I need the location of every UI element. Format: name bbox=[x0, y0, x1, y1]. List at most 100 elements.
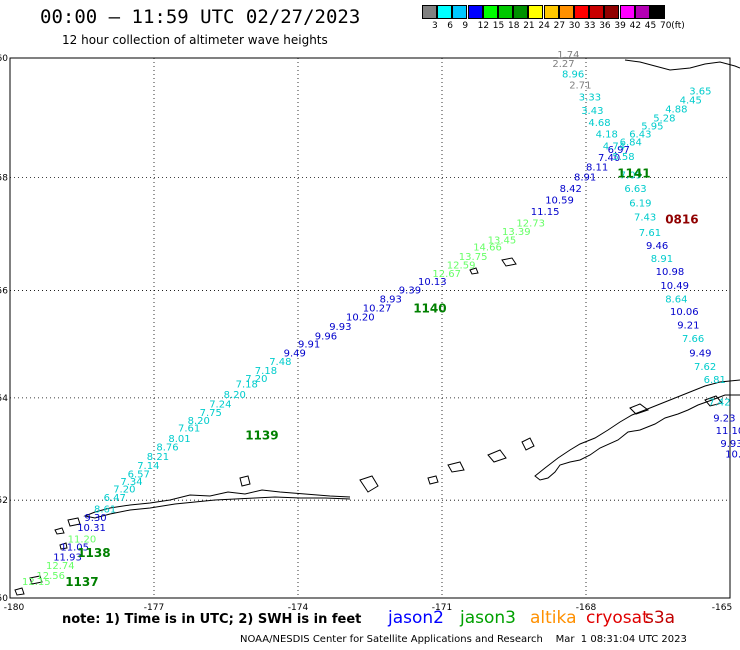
y-tick-label: 52 bbox=[0, 496, 8, 506]
wave-height-label: 7.62 bbox=[694, 362, 716, 373]
wave-height-label: 7.43 bbox=[634, 213, 656, 224]
wave-height-label: 9.91 bbox=[298, 340, 320, 351]
x-tick-label: -168 bbox=[576, 603, 597, 613]
wave-height-label: 6.81 bbox=[704, 375, 726, 386]
wave-height-label: 8.91 bbox=[574, 172, 596, 183]
wave-height-label: 7.34 bbox=[120, 477, 142, 488]
wave-height-label: 7.40 bbox=[598, 153, 620, 164]
satellite-label-jason3: jason3 bbox=[460, 608, 516, 628]
wave-height-label: 12.67 bbox=[432, 269, 461, 280]
wave-height-label: 5.95 bbox=[641, 121, 663, 132]
wave-height-label: 7.20 bbox=[245, 374, 267, 385]
wave-height-label: 5.58 bbox=[612, 152, 634, 163]
wave-height-label: 6.57 bbox=[128, 470, 150, 481]
wave-height-label: 10.00 bbox=[725, 449, 740, 460]
wave-height-label: 7.42 bbox=[708, 398, 730, 409]
wave-height-label: 8.64 bbox=[665, 295, 687, 306]
y-tick-label: 54 bbox=[0, 394, 8, 404]
wave-height-label: 6.97 bbox=[608, 145, 630, 156]
colorbar-label: 42 bbox=[629, 21, 642, 31]
wave-height-label: 7.75 bbox=[200, 408, 222, 419]
page-subtitle: 12 hour collection of altimeter wave hei… bbox=[62, 33, 328, 47]
wave-height-label: 11.05 bbox=[60, 543, 89, 554]
colorbar-label: 33 bbox=[584, 21, 596, 31]
x-tick-label: -180 bbox=[4, 603, 25, 613]
credit-line: NOAA/NESDIS Center for Satellite Applica… bbox=[240, 634, 687, 645]
wave-height-label: 4.88 bbox=[665, 105, 687, 116]
wave-height-label: 8.20 bbox=[224, 390, 246, 401]
colorbar-swatch bbox=[437, 5, 453, 19]
colorbar-swatch bbox=[498, 5, 513, 19]
pass-time-label: 1139 bbox=[245, 428, 278, 442]
x-tick-label: -174 bbox=[288, 603, 309, 613]
wave-height-label: 9.23 bbox=[713, 413, 735, 424]
wave-height-label: 12.74 bbox=[46, 561, 75, 572]
colorbar-swatch bbox=[513, 5, 529, 19]
wave-height-points: 12.1512.5612.7411.9311.0511.2010.319.308… bbox=[22, 50, 740, 588]
y-tick-label: 60 bbox=[0, 54, 8, 64]
wave-height-label: 12.15 bbox=[22, 577, 51, 588]
colorbar-label: 70 bbox=[660, 21, 672, 31]
wave-height-label: 6.63 bbox=[624, 184, 646, 195]
wave-height-label: 11.93 bbox=[53, 552, 82, 563]
wave-height-label: 2.27 bbox=[552, 59, 574, 70]
colorbar-label: 24 bbox=[538, 21, 550, 31]
colorbar-label: 30 bbox=[568, 21, 581, 31]
colorbar-label: 15 bbox=[492, 21, 505, 31]
wave-height-label: 13.39 bbox=[502, 227, 531, 238]
wave-height-label: 4.18 bbox=[596, 130, 618, 141]
x-tick-label: -171 bbox=[432, 603, 452, 613]
wave-height-label: 6.84 bbox=[620, 137, 642, 148]
wave-height-label: 8.96 bbox=[562, 70, 584, 81]
wave-height-label: 9.30 bbox=[84, 513, 106, 524]
colorbar-label: 45 bbox=[644, 21, 657, 31]
wave-height-label: 8.01 bbox=[168, 434, 190, 445]
wave-height-label: 7.18 bbox=[255, 366, 277, 377]
wave-height-label: 7.24 bbox=[209, 399, 231, 410]
colorbar-label: 18 bbox=[508, 21, 520, 31]
colorbar-swatch bbox=[634, 5, 650, 19]
wave-height-label: 7.09 bbox=[620, 171, 642, 182]
wave-height-label: 8.42 bbox=[560, 184, 582, 195]
coastline bbox=[14, 59, 740, 596]
wave-height-label: 9.93 bbox=[329, 322, 351, 333]
wave-height-label: 13.75 bbox=[459, 252, 488, 263]
wave-height-label: 7.14 bbox=[137, 461, 159, 472]
wave-height-label: 9.49 bbox=[284, 349, 306, 360]
wave-height-label: 10.31 bbox=[77, 523, 106, 534]
wave-height-label: 2.71 bbox=[569, 81, 591, 92]
colorbar-swatch bbox=[589, 5, 605, 19]
wave-height-label: 4.68 bbox=[588, 118, 610, 129]
colorbar-label: (ft) bbox=[671, 21, 685, 31]
wave-height-label: 4.45 bbox=[680, 96, 702, 107]
wave-height-label: 6.43 bbox=[629, 130, 651, 141]
wave-height-label: 3.65 bbox=[689, 87, 711, 98]
wave-height-label: 12.59 bbox=[447, 260, 476, 271]
colorbar-label: 27 bbox=[553, 21, 566, 31]
colorbar-label: 21 bbox=[523, 21, 535, 31]
pass-time-label: 0816 bbox=[665, 212, 698, 226]
pass-time-label: 1137 bbox=[65, 575, 98, 589]
y-tick-label: 56 bbox=[0, 287, 8, 297]
wave-height-label: 8.11 bbox=[586, 163, 608, 174]
wave-height-label: 3.43 bbox=[581, 106, 603, 117]
wave-height-label: 5.28 bbox=[653, 114, 675, 125]
axis-tick-labels: -180 -177 -174 -171 -168 -165 50 52 54 56 58 60 bbox=[0, 54, 732, 613]
wave-height-label: 7.20 bbox=[113, 485, 135, 496]
wave-height-label: 7.61 bbox=[639, 228, 661, 239]
wave-height-label: 7.18 bbox=[236, 379, 258, 390]
wave-height-label: 9.96 bbox=[315, 332, 337, 343]
footnote: note: 1) Time is in UTC; 2) SWH is in fe… bbox=[62, 612, 362, 627]
map-grid bbox=[9, 57, 731, 599]
x-tick-label: -177 bbox=[144, 603, 164, 613]
satellite-label-s3a: s3a bbox=[645, 608, 676, 628]
wave-height-label: 11.15 bbox=[531, 207, 560, 218]
wave-height-label: 4.74 bbox=[603, 141, 625, 152]
wave-height-label: 8.93 bbox=[380, 295, 402, 306]
colorbar-label: 36 bbox=[599, 21, 611, 31]
wave-height-label: 8.61 bbox=[94, 505, 116, 516]
wave-height-label: 10.49 bbox=[660, 281, 689, 292]
wave-height-label: 8.76 bbox=[156, 443, 178, 454]
wave-height-label: 10.59 bbox=[545, 196, 574, 207]
wave-height-label: 14.66 bbox=[473, 243, 502, 254]
